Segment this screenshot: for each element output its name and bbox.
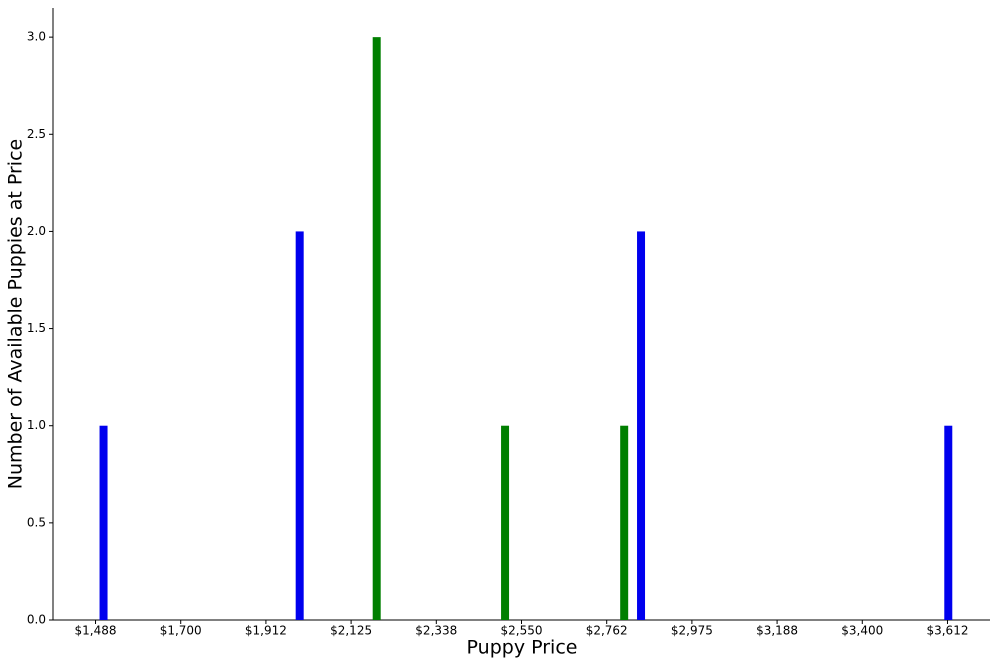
bar — [637, 231, 646, 620]
y-tick-label: 0.5 — [27, 515, 46, 529]
x-tick-label: $1,488 — [75, 624, 117, 638]
x-tick-label: $2,125 — [330, 624, 372, 638]
x-tick-label: $3,188 — [756, 624, 798, 638]
x-tick-label: $2,550 — [501, 624, 543, 638]
bar — [295, 231, 304, 620]
y-tick-label: 2.5 — [27, 127, 46, 141]
bar — [944, 425, 953, 620]
y-tick-label: 0.0 — [27, 613, 46, 627]
y-tick-label: 1.5 — [27, 321, 46, 335]
bar — [501, 425, 510, 620]
bar — [372, 37, 381, 620]
y-tick-label: 1.0 — [27, 418, 46, 432]
bar — [99, 425, 108, 620]
y-tick-label: 3.0 — [27, 30, 46, 44]
x-tick-label: $3,400 — [841, 624, 883, 638]
x-axis-title: Puppy Price — [467, 637, 578, 659]
x-tick-label: $1,700 — [160, 624, 202, 638]
x-tick-label: $1,912 — [245, 624, 287, 638]
x-tick-label: $2,338 — [415, 624, 457, 638]
y-axis-title: Number of Available Puppies at Price — [5, 139, 27, 489]
x-tick-label: $3,612 — [926, 624, 968, 638]
x-tick-label: $2,975 — [671, 624, 713, 638]
x-tick-label: $2,762 — [586, 624, 628, 638]
bar — [620, 425, 629, 620]
y-tick-label: 2.0 — [27, 224, 46, 238]
